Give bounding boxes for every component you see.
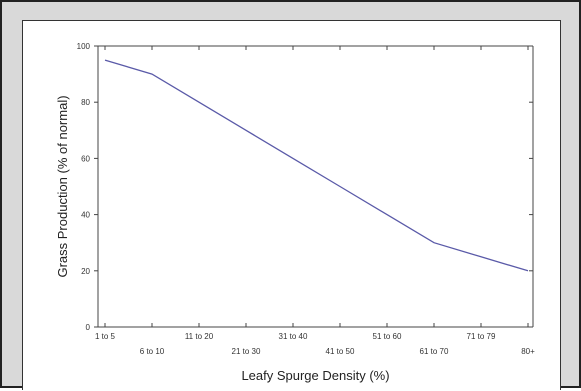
line-chart: 0 20 40 60 80 100 1 to 5 6 to 10 11 to 20 21 to …: [55, 42, 535, 383]
x-tick-label: 71 to 79: [467, 332, 496, 341]
x-tick-label: 61 to 70: [420, 347, 449, 356]
x-tick-label: 51 to 60: [373, 332, 402, 341]
x-tick-label: 1 to 5: [95, 332, 116, 341]
x-tick-label: 80+: [521, 347, 535, 356]
y-tick-label: 0: [86, 323, 91, 332]
x-tick-label: 31 to 40: [279, 332, 308, 341]
plot-area: 0 20 40 60 80 100 1 to 5 6 to 10 11 to 20 21 to …: [77, 42, 535, 356]
y-tick-label: 40: [81, 211, 90, 220]
y-axis-ticks: 0 20 40 60 80 100: [77, 42, 533, 332]
x-tick-label: 41 to 50: [326, 347, 355, 356]
x-axis-ticks: 1 to 5 6 to 10 11 to 20 21 to 30 31 to 40 41 …: [95, 46, 535, 356]
y-axis-title: Grass Production (% of normal): [55, 95, 70, 277]
y-tick-label: 80: [81, 98, 90, 107]
x-axis-title: Leafy Spurge Density (%): [241, 368, 389, 383]
series-line: [104, 59, 529, 272]
x-tick-label: 11 to 20: [185, 332, 214, 341]
y-tick-label: 100: [77, 42, 91, 51]
x-tick-label: 6 to 10: [140, 347, 165, 356]
x-tick-label: 21 to 30: [232, 347, 261, 356]
chart-panel: 0 20 40 60 80 100 1 to 5 6 to 10 11 to 20 21 to …: [22, 20, 561, 390]
y-tick-label: 20: [81, 267, 90, 276]
y-tick-label: 60: [81, 154, 90, 163]
